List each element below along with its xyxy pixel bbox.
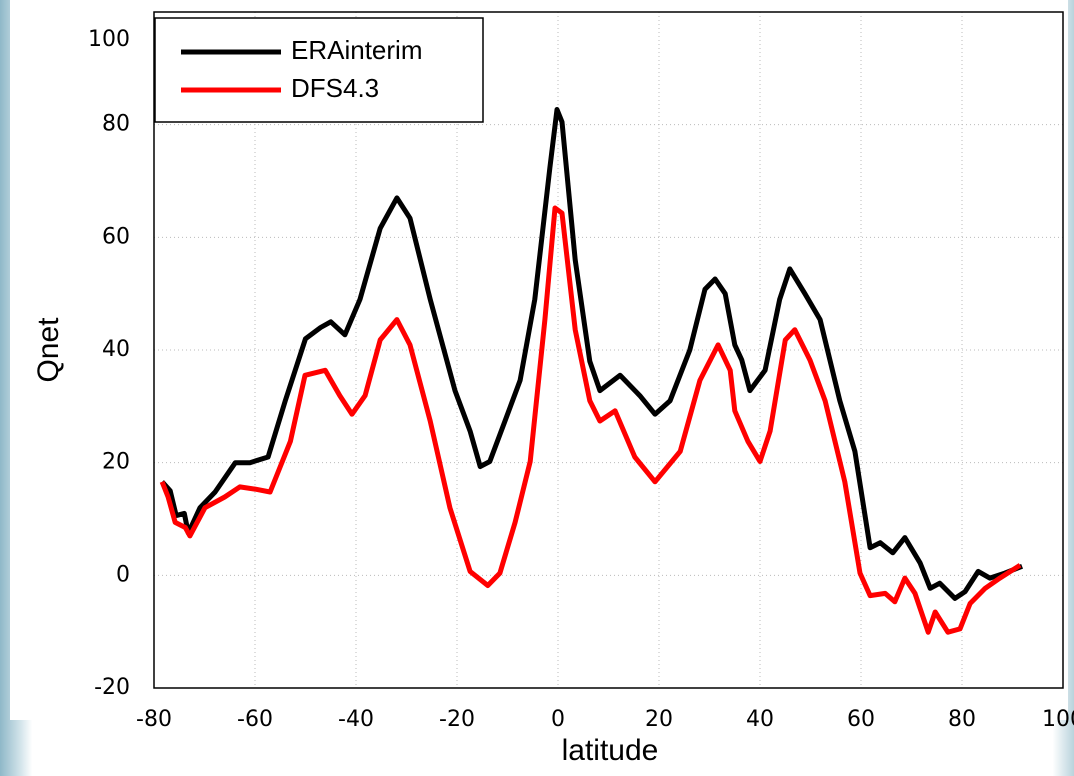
plot-frame [153, 11, 1064, 689]
legend-box [154, 17, 484, 123]
y-tick-label: 100 [88, 27, 130, 52]
x-tick-label: 40 [746, 707, 774, 732]
legend-label: ERAinterim [291, 35, 422, 65]
x-tick-label: -40 [338, 707, 374, 732]
x-tick-label: -80 [136, 707, 172, 732]
y-tick-label: 40 [102, 337, 130, 362]
y-tick-label: 60 [102, 224, 130, 249]
x-tick-label: 100 [1042, 707, 1074, 732]
x-tick-label: 80 [948, 707, 976, 732]
legend-label: DFS4.3 [291, 73, 379, 103]
y-tick-label: 0 [116, 562, 130, 587]
x-tick-label: 60 [847, 707, 875, 732]
x-tick-label: -60 [237, 707, 273, 732]
data-line [160, 107, 1024, 601]
y-tick-label: -20 [94, 675, 130, 700]
data-line [159, 205, 1022, 635]
x-axis-label: latitude [562, 734, 659, 767]
x-tick-label: 20 [645, 707, 673, 732]
x-tick-label: 0 [551, 707, 565, 732]
y-tick-label: 20 [102, 450, 130, 475]
y-axis-label: Qnet [32, 317, 65, 383]
y-tick-label: 80 [102, 112, 130, 137]
x-tick-label: -20 [439, 707, 475, 732]
